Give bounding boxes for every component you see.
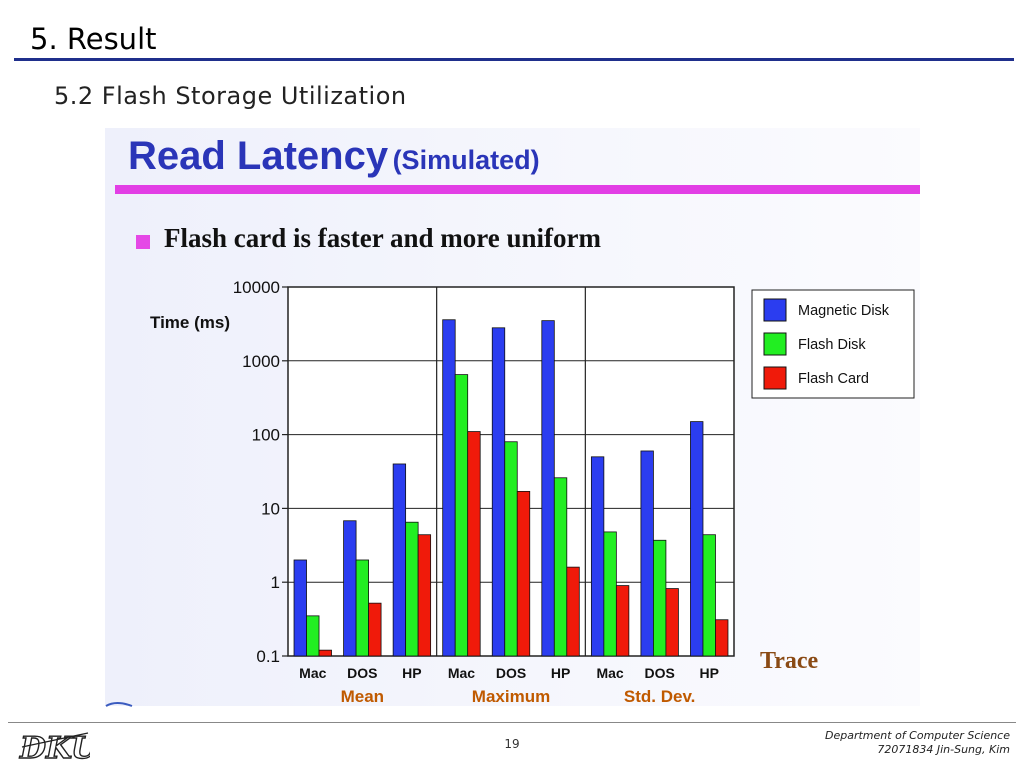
bar-magnetic-disk [293,559,307,657]
x-axis-label: Trace [760,648,819,674]
bar-flash-disk [504,441,518,657]
bar-magnetic-disk [392,463,407,657]
bar-magnetic-disk [491,327,506,657]
y-tick-label: 1 [271,573,280,592]
bullet-text: Flash card is faster and more uniform [164,223,601,253]
bar-flash-card [715,619,729,657]
y-tick-label: 100 [252,426,280,445]
bar-magnetic-disk [442,319,456,657]
x-tick-label: DOS [496,665,526,681]
x-tick-label: HP [699,665,718,681]
legend-label: Flash Card [798,371,869,387]
group-label: Maximum [472,687,550,706]
bar-flash-card [368,602,382,657]
panel-title: Read Latency (Simulated) [128,134,540,179]
group-label: Mean [341,687,384,706]
legend-swatch [763,332,787,356]
group-label: Std. Dev. [624,687,695,706]
panel-title-main: Read Latency [128,134,389,178]
bar-flash-disk [355,559,369,657]
bar-magnetic-disk [640,450,654,657]
title-rule [14,58,1014,61]
bar-flash-card [566,566,580,657]
footer-author: 72071834 Jin-Sung, Kim [877,743,1010,756]
x-tick-label: HP [402,665,421,681]
bullet-square-icon [136,235,150,249]
footer-department: Department of Computer Science [825,729,1010,742]
y-tick-label: 1000 [242,352,280,371]
bar-flash-disk [603,531,617,657]
bar-magnetic-disk [343,520,357,657]
x-tick-label: Mac [299,665,326,681]
x-tick-label: DOS [644,665,674,681]
bar-flash-disk [306,615,320,657]
y-tick-label: 10000 [233,278,280,297]
x-tick-label: Mac [596,665,623,681]
bar-flash-disk [653,539,667,657]
footer-credits: Department of Computer Science 72071834 … [825,729,1010,757]
bar-magnetic-disk [541,320,555,657]
x-tick-label: Mac [448,665,475,681]
page-number: 19 [504,737,520,751]
slide-title: 5. Result [30,22,157,56]
panel-title-sub: (Simulated) [392,145,540,175]
bar-magnetic-disk [590,456,605,657]
bar-flash-card [318,649,332,657]
bar-flash-card [665,588,679,657]
x-tick-label: DOS [347,665,377,681]
footer-rule [8,722,1016,723]
corner-mark-icon [105,702,133,707]
x-tick-label: HP [551,665,570,681]
chart-panel: Read Latency (Simulated) Flash card is f… [105,128,920,706]
bar-flash-card [467,431,481,657]
y-tick-label: 10 [261,499,280,518]
bar-flash-card [615,585,630,657]
pink-divider [115,185,920,194]
bar-magnetic-disk [690,421,704,657]
bar-flash-card [516,490,531,657]
bar-flash-disk [702,534,716,657]
y-axis-label: Time (ms) [150,313,230,332]
svg-text:DKU: DKU [19,731,90,763]
bar-flash-disk [454,374,469,657]
bar-flash-disk [405,521,419,657]
dku-logo: DKU [18,730,90,763]
slide-subtitle: 5.2 Flash Storage Utilization [54,82,407,110]
legend-label: Flash Disk [798,337,866,353]
bar-flash-disk [553,477,568,657]
legend-label: Magnetic Disk [798,303,890,319]
bar-flash-card [417,534,432,657]
legend-swatch [763,366,787,390]
legend-swatch [763,298,787,322]
y-tick-label: 0.1 [256,647,280,666]
